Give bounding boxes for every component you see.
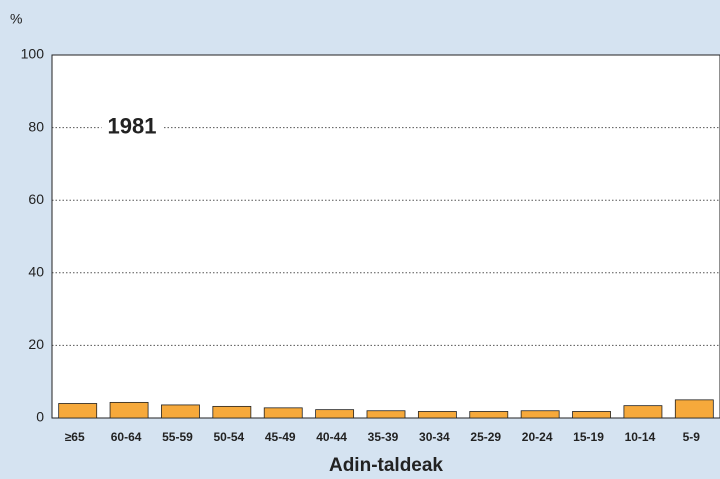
x-tick-label: ≥65 (65, 430, 85, 444)
bar (469, 411, 509, 419)
x-tick-label: 60-64 (111, 430, 142, 444)
x-tick-label: 45-49 (265, 430, 296, 444)
x-tick-label: 30-34 (419, 430, 450, 444)
bar (212, 405, 252, 419)
bar (58, 403, 98, 419)
plot-area (52, 55, 720, 418)
bar (417, 411, 457, 419)
bar (109, 401, 149, 419)
annotation-bg (101, 113, 163, 139)
y-tick-label: 40 (28, 264, 44, 280)
x-tick-label: 15-19 (573, 430, 604, 444)
y-axis-label: % (10, 11, 22, 27)
bar (520, 410, 560, 419)
x-tick-label: 50-54 (213, 430, 244, 444)
bar (366, 410, 406, 419)
x-tick-label: 35-39 (368, 430, 399, 444)
x-tick-label: 5-9 (683, 430, 701, 444)
x-tick-label: 10-14 (625, 430, 656, 444)
bar (623, 405, 663, 419)
y-tick-label: 20 (28, 336, 44, 352)
x-tick-label: 20-24 (522, 430, 553, 444)
x-tick-label: 25-29 (470, 430, 501, 444)
y-tick-label: 60 (28, 191, 44, 207)
bar (572, 411, 611, 419)
annotation: 1981 (108, 113, 157, 138)
bar (315, 409, 355, 419)
x-tick-label: 55-59 (162, 430, 193, 444)
bar (161, 404, 200, 419)
bar (263, 407, 303, 419)
bar (674, 399, 714, 419)
x-axis-title: Adin-taldeak (329, 455, 443, 476)
y-tick-label: 0 (36, 409, 44, 425)
y-tick-label: 100 (21, 46, 45, 62)
x-tick-label: 40-44 (316, 430, 347, 444)
y-tick-label: 80 (28, 118, 44, 134)
